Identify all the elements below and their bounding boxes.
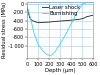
Laser shock xyxy=(65,20,66,21)
Burnishing xyxy=(47,54,48,55)
Laser shock xyxy=(80,19,81,20)
Burnishing xyxy=(82,4,83,5)
Burnishing xyxy=(33,33,35,34)
Laser shock xyxy=(31,20,32,21)
Laser shock xyxy=(71,20,72,21)
Burnishing xyxy=(76,12,77,13)
Burnishing xyxy=(27,7,28,8)
Burnishing xyxy=(60,43,61,44)
Laser shock xyxy=(82,18,83,19)
Laser shock xyxy=(33,21,35,22)
Burnishing xyxy=(30,18,31,19)
Burnishing xyxy=(71,23,72,24)
Laser shock xyxy=(76,19,77,20)
Legend: Laser shock, Burnishing: Laser shock, Burnishing xyxy=(42,5,81,17)
Laser shock xyxy=(88,16,89,17)
Laser shock xyxy=(60,21,61,22)
Burnishing xyxy=(65,34,66,35)
Laser shock xyxy=(29,17,30,18)
Laser shock xyxy=(27,8,28,9)
Laser shock xyxy=(93,15,94,16)
X-axis label: Depth (μm): Depth (μm) xyxy=(45,68,76,73)
Laser shock xyxy=(90,15,92,16)
Burnishing xyxy=(93,1,94,2)
Line: Laser shock: Laser shock xyxy=(27,8,93,23)
Burnishing xyxy=(49,55,50,56)
Y-axis label: Residual stress (MPa): Residual stress (MPa) xyxy=(2,2,7,58)
Line: Burnishing: Burnishing xyxy=(27,2,93,55)
Laser shock xyxy=(41,22,42,23)
Laser shock xyxy=(54,21,55,22)
Laser shock xyxy=(86,16,87,17)
Laser shock xyxy=(84,17,85,18)
Laser shock xyxy=(38,22,39,23)
Burnishing xyxy=(87,2,88,3)
Laser shock xyxy=(44,22,46,23)
